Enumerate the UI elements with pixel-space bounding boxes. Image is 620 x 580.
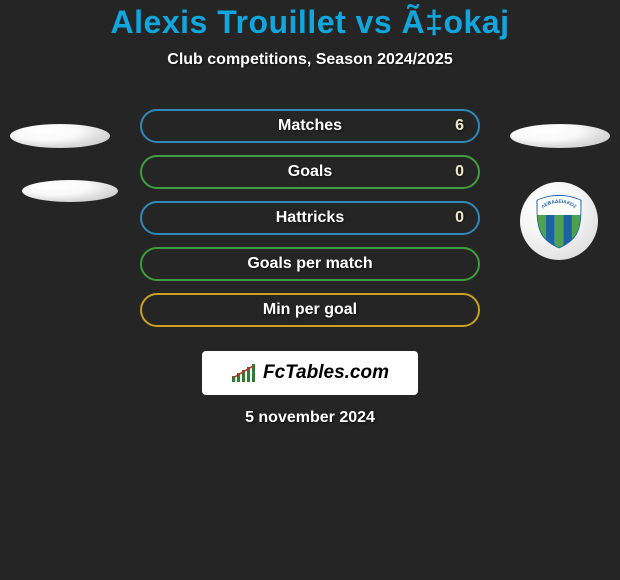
stat-label: Goals [142, 163, 478, 181]
content-area: Alexis Trouillet vs Ã‡okaj Club competit… [0, 0, 620, 580]
stat-row-3: Goals per match [140, 247, 480, 281]
stat-row-4: Min per goal [140, 293, 480, 327]
subtitle: Club competitions, Season 2024/2025 [167, 51, 452, 69]
date-text: 5 november 2024 [245, 409, 375, 427]
brand-text: FcTables.com [263, 362, 389, 384]
stat-label: Matches [142, 117, 478, 135]
stat-row-1: Goals0 [140, 155, 480, 189]
stat-value-right: 0 [455, 163, 464, 181]
stat-row-2: Hattricks0 [140, 201, 480, 235]
stat-value-right: 6 [455, 117, 464, 135]
stat-rows: Matches6Goals0Hattricks0Goals per matchM… [140, 109, 480, 339]
stat-label: Min per goal [142, 301, 478, 319]
stat-label: Goals per match [142, 255, 478, 273]
page-title: Alexis Trouillet vs Ã‡okaj [111, 4, 510, 41]
brand-chart-icon [231, 363, 257, 383]
stat-value-right: 0 [455, 209, 464, 227]
brand-box: FcTables.com [202, 351, 418, 395]
stat-row-0: Matches6 [140, 109, 480, 143]
stat-label: Hattricks [142, 209, 478, 227]
